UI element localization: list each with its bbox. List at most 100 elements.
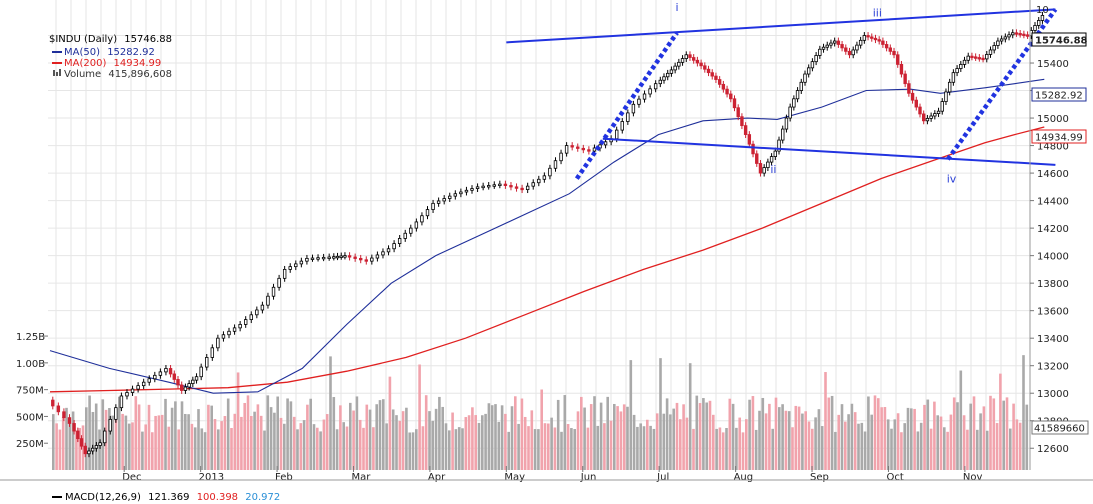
volume-bar xyxy=(820,426,824,470)
volume-bar xyxy=(415,429,418,470)
volume-bar xyxy=(494,404,497,470)
volume-bar xyxy=(995,423,999,470)
volume-bar xyxy=(999,373,1002,470)
candle-body xyxy=(844,47,848,52)
chart-grid xyxy=(48,0,1030,470)
candle-body xyxy=(255,309,259,316)
legend-ma200-label: MA(200) xyxy=(64,58,106,69)
volume-bar xyxy=(679,419,682,470)
volume-bar xyxy=(728,398,732,470)
volume-bar xyxy=(203,432,207,470)
candle-body xyxy=(332,256,336,259)
candle-body xyxy=(642,93,647,100)
ma50-flag: 15282.92 xyxy=(1035,91,1083,102)
candle-body xyxy=(114,407,118,420)
volume-bar xyxy=(758,410,761,470)
volume-bars xyxy=(52,355,1029,470)
candle-body xyxy=(933,113,937,117)
volume-bar xyxy=(289,401,293,470)
candle-body xyxy=(386,248,391,253)
volume-bar xyxy=(375,404,378,470)
candle-body xyxy=(959,64,963,69)
candle-body xyxy=(403,232,407,239)
volume-bar xyxy=(428,411,431,470)
volume-tick-label: 500M xyxy=(16,412,44,423)
volume-bar xyxy=(312,424,316,470)
candle-body xyxy=(1014,32,1019,35)
volume-bar xyxy=(863,431,867,470)
volume-bar xyxy=(553,427,557,470)
volume-bar xyxy=(527,426,530,470)
volume-bar xyxy=(319,431,322,470)
candle-body xyxy=(699,62,703,67)
volume-bar xyxy=(256,404,260,470)
price-tick-label: 13400 xyxy=(1037,334,1069,345)
candle-body xyxy=(141,381,146,387)
volume-bar xyxy=(903,423,906,470)
candle-body xyxy=(164,368,168,373)
volume-bar xyxy=(764,413,768,470)
candle-body xyxy=(888,47,893,52)
volume-bar xyxy=(910,408,913,470)
candle-body xyxy=(658,79,662,85)
volume-bar xyxy=(712,414,715,470)
volume-bar xyxy=(629,360,633,470)
volume-bar xyxy=(675,402,679,470)
svg-text:MA(200) 14934.99: MA(200) 14934.99 xyxy=(64,58,161,69)
candle-body xyxy=(353,256,357,259)
candle-body xyxy=(795,90,800,100)
candle-body xyxy=(548,167,552,177)
legend-volume-label: Volume xyxy=(64,69,101,80)
volume-bar xyxy=(847,414,850,470)
candle-body xyxy=(431,202,435,210)
volume-bar xyxy=(547,423,550,470)
candle-body xyxy=(620,121,624,131)
volume-bar xyxy=(266,395,270,470)
candle-body xyxy=(51,399,55,407)
volume-bar xyxy=(418,364,421,470)
volume-bar xyxy=(391,409,395,470)
volume-bar xyxy=(279,417,283,470)
candle-body xyxy=(688,54,692,58)
candle-body xyxy=(153,374,157,380)
volume-bar xyxy=(451,412,454,470)
volume-bar xyxy=(893,419,897,470)
volume-bar xyxy=(632,414,636,470)
candle-body xyxy=(316,257,320,260)
volume-bar xyxy=(596,425,600,470)
volume-bar xyxy=(210,405,213,470)
volume-bar xyxy=(646,419,649,470)
candle-body xyxy=(914,99,918,108)
volume-bar xyxy=(434,408,438,470)
candle-body xyxy=(648,88,652,95)
svg-text:Volume 415,896,608: Volume 415,896,608 xyxy=(64,69,172,80)
volume-bar xyxy=(118,396,121,470)
candle-body xyxy=(695,59,700,64)
volume-bar xyxy=(817,409,821,470)
candle-body xyxy=(951,72,956,83)
candle-body xyxy=(83,445,87,455)
volume-bar xyxy=(929,428,933,470)
candle-body xyxy=(56,405,61,413)
candle-body xyxy=(743,125,748,135)
candle-body xyxy=(244,319,248,325)
volume-bar xyxy=(669,414,672,470)
volume-bar xyxy=(233,413,237,470)
volume-bar xyxy=(306,404,309,470)
candle-body xyxy=(631,103,636,114)
volume-bar xyxy=(936,415,939,470)
volume-bar xyxy=(269,407,273,470)
candle-body xyxy=(176,379,180,386)
volume-bar xyxy=(286,398,289,470)
volume-bar xyxy=(913,408,916,470)
volume-bar xyxy=(923,404,926,470)
candle-body xyxy=(615,129,619,140)
candle-body xyxy=(542,175,547,180)
candle-body xyxy=(98,442,102,446)
candle-body xyxy=(397,238,402,244)
volume-bar xyxy=(989,395,992,470)
candle-body xyxy=(981,57,985,61)
volume-bar xyxy=(834,431,837,470)
volume-bar xyxy=(807,421,811,470)
volume-bar xyxy=(1025,404,1029,470)
